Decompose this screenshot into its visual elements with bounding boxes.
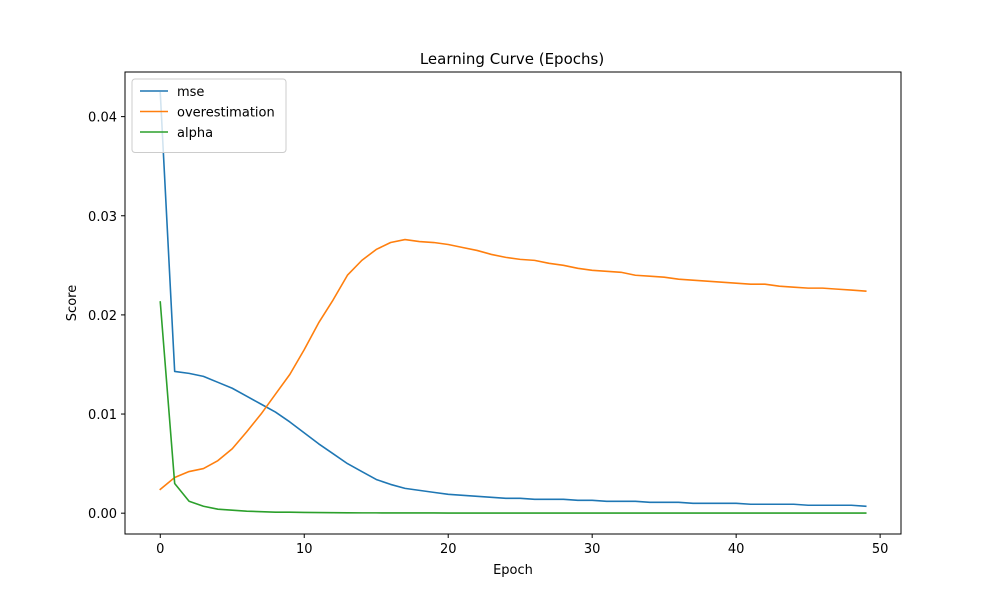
x-tick-label: 20	[440, 542, 457, 557]
x-tick-label: 10	[296, 542, 313, 557]
legend: mse overestimation alpha	[131, 78, 287, 153]
y-axis-label: Score	[65, 285, 80, 321]
y-axis: 0.00 0.01 0.02 0.03 0.04	[88, 111, 125, 522]
chart-title: Learning Curve (Epochs)	[420, 50, 604, 68]
series-line-overestimation	[159, 238, 867, 491]
legend-box	[131, 78, 287, 153]
y-tick-label: 0.02	[88, 309, 117, 324]
legend-label-alpha: alpha	[177, 126, 213, 141]
x-axis-label: Epoch	[493, 563, 533, 578]
y-tick-label: 0.04	[88, 111, 117, 126]
plot-area-frame	[124, 71, 902, 535]
legend-label-overestimation: overestimation	[177, 106, 275, 121]
series-line-mse	[159, 91, 867, 508]
y-tick-label: 0.03	[88, 210, 117, 225]
x-tick-label: 40	[728, 542, 745, 557]
x-tick-label: 0	[156, 542, 164, 557]
x-axis: 0 10 20 30 40 50	[156, 534, 888, 557]
series-layer	[159, 91, 867, 514]
legend-label-mse: mse	[177, 85, 204, 100]
y-tick-label: 0.01	[88, 408, 117, 423]
x-tick-label: 50	[872, 542, 889, 557]
x-tick-label: 30	[584, 542, 601, 557]
y-tick-label: 0.00	[88, 507, 117, 522]
series-line-alpha	[159, 301, 867, 514]
